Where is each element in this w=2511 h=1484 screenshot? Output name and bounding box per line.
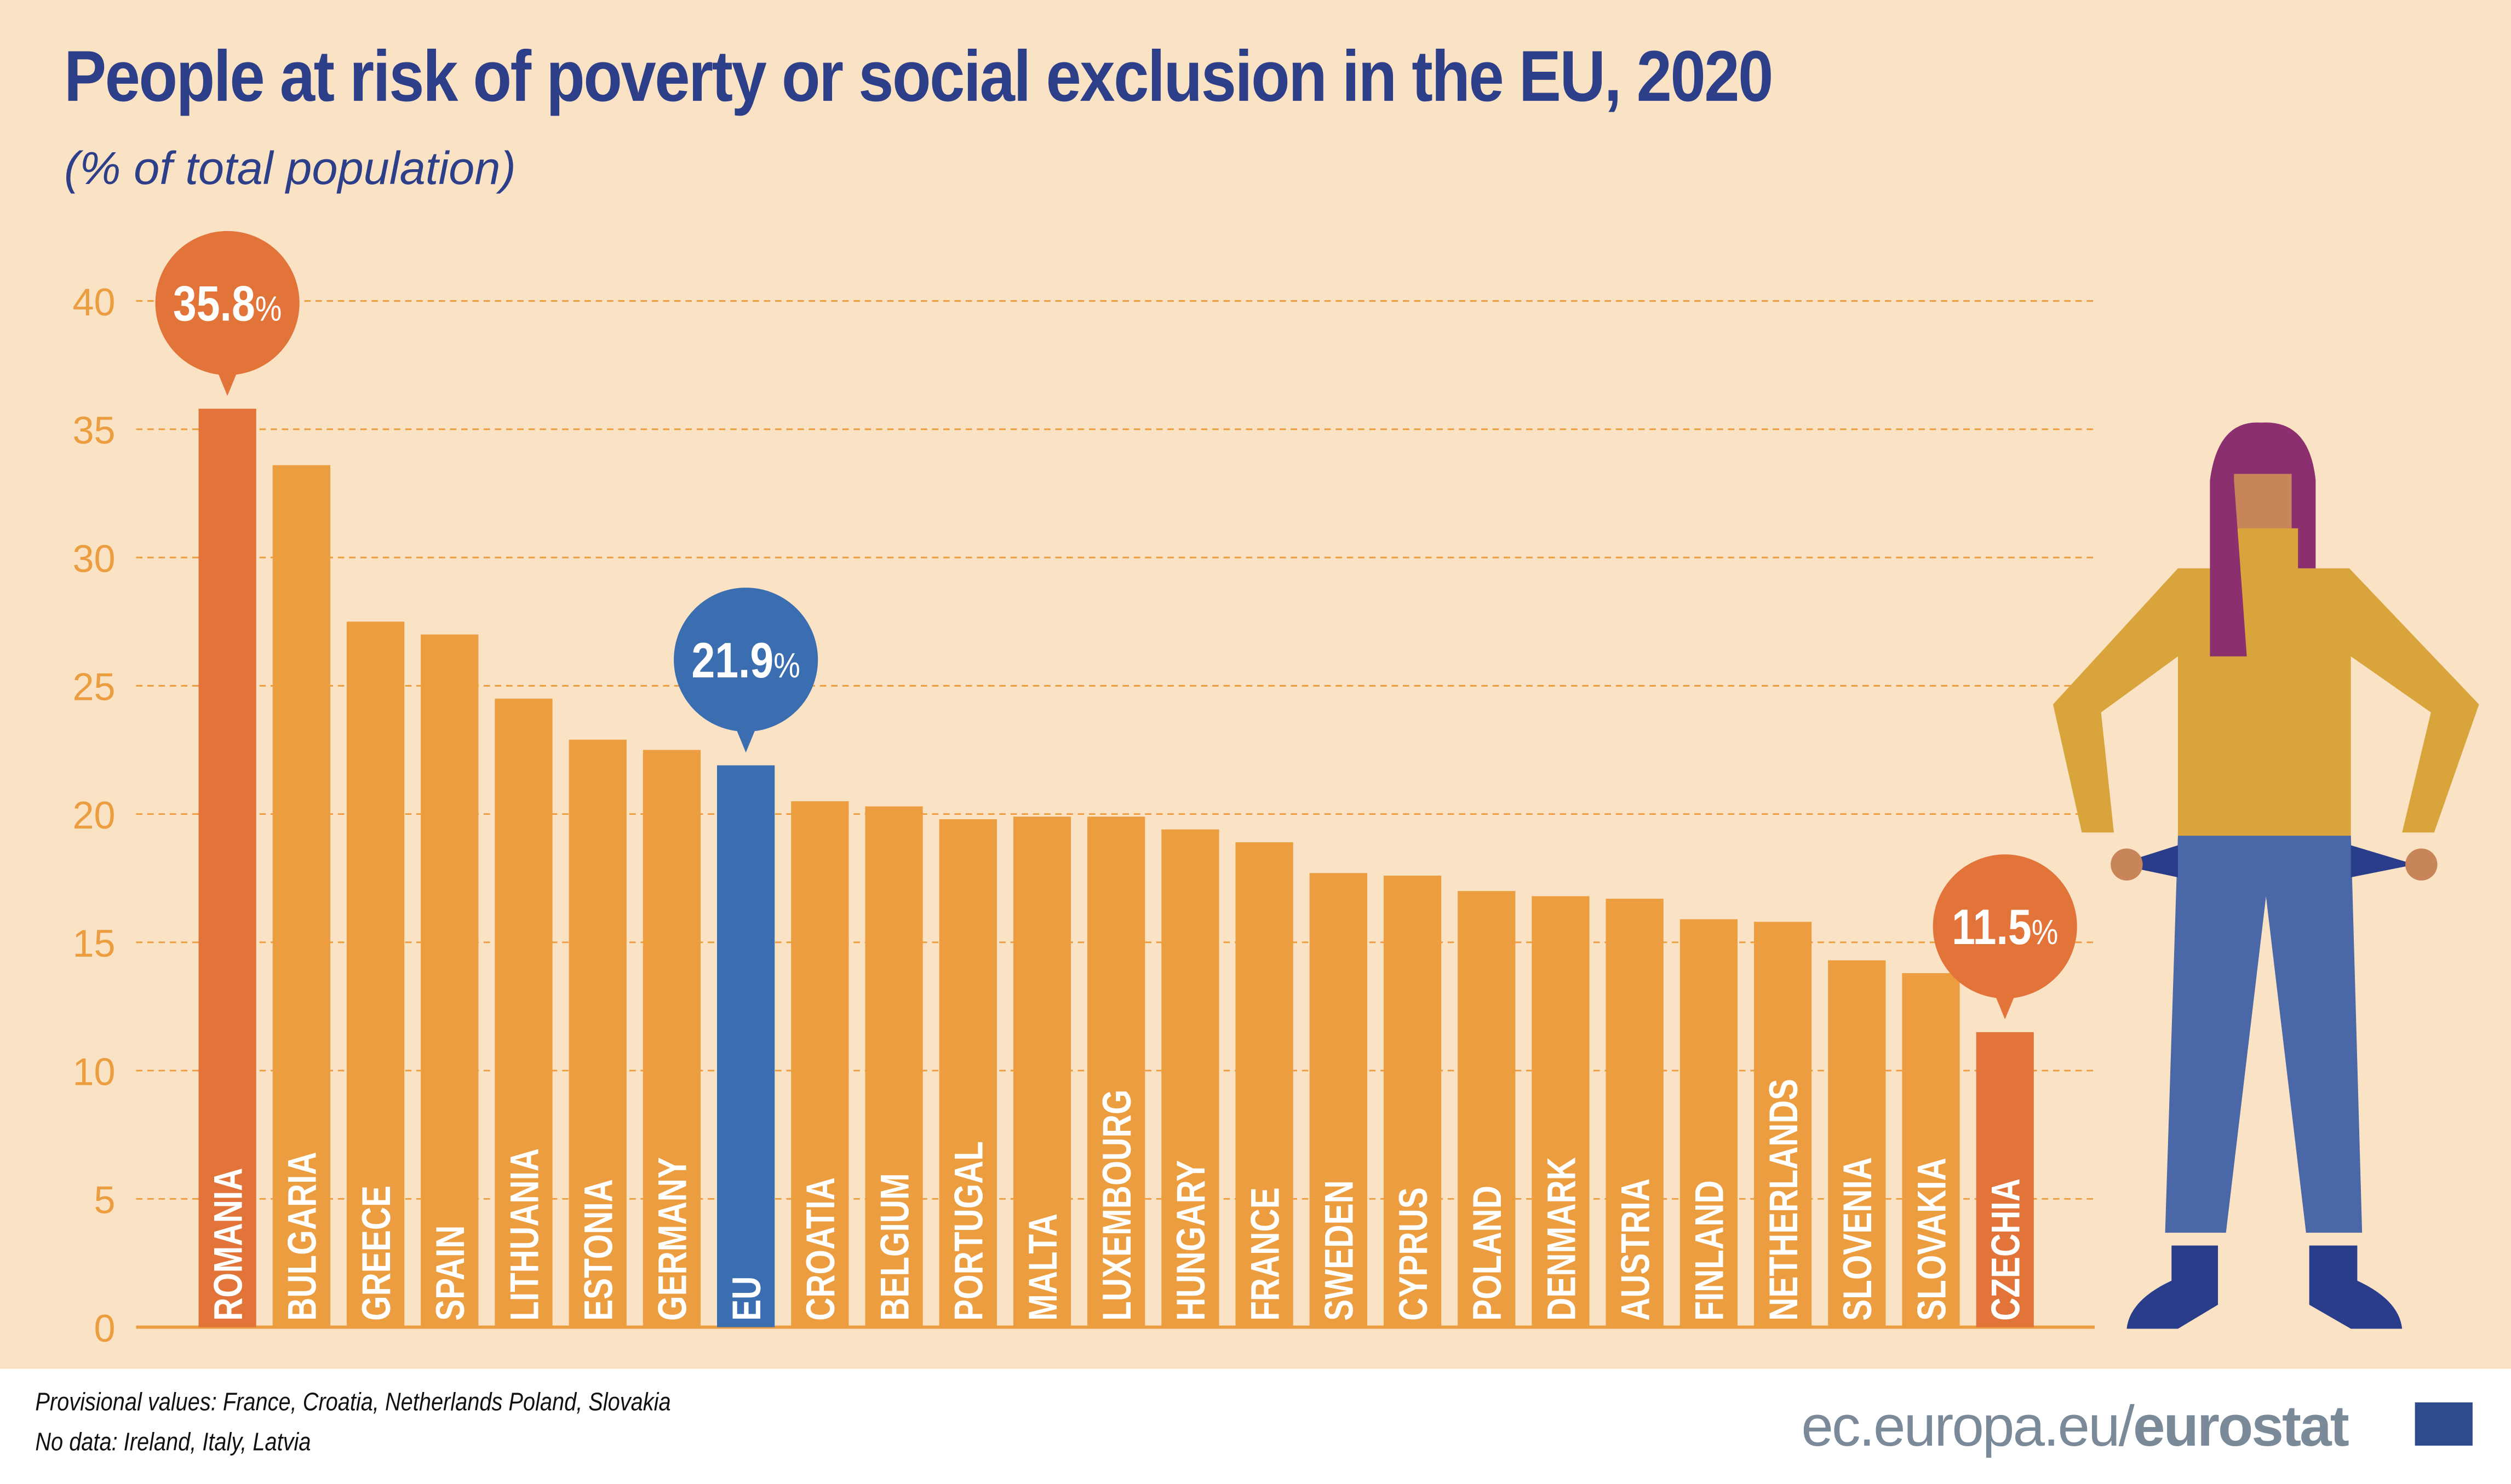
person-illustration <box>2053 422 2479 1329</box>
bar-finland <box>1679 919 1738 1327</box>
chart-subtitle: (% of total population) <box>64 144 516 195</box>
bar-label: ROMANIA <box>206 1168 251 1321</box>
bar-label: SLOVAKIA <box>1910 1158 1954 1321</box>
bar-croatia <box>791 801 849 1327</box>
bar-belgium <box>865 806 923 1327</box>
y-tick-label: 0 <box>94 1307 115 1350</box>
callout-pointer <box>1993 992 2016 1020</box>
y-tick-label: 25 <box>72 665 115 709</box>
bar-sweden <box>1309 873 1367 1327</box>
eurostat-link[interactable]: ec.europa.eu/eurostat <box>1801 1393 2411 1460</box>
callout-bubble <box>155 231 300 375</box>
bar-label: PORTUGAL <box>947 1141 991 1321</box>
callout-value: 35.8% <box>173 276 282 331</box>
bar-eu <box>716 765 775 1327</box>
bar-austria <box>1606 899 1664 1327</box>
bar-poland <box>1458 891 1516 1327</box>
bar-label: SPAIN <box>428 1226 473 1321</box>
brand-site: ec.europa.eu/ <box>1801 1393 2135 1459</box>
bar-label: ESTONIA <box>576 1179 621 1321</box>
bar-label: SLOVENIA <box>1836 1157 1881 1321</box>
bar-lithuania <box>495 698 553 1327</box>
eu-flag-icon <box>2415 1402 2473 1446</box>
bar-spain <box>421 634 479 1327</box>
y-tick-label: 15 <box>72 922 115 965</box>
bar-label: POLAND <box>1465 1186 1510 1321</box>
bar-label: EU <box>725 1276 770 1321</box>
bar-label: DENMARK <box>1539 1157 1584 1321</box>
bar-label: HUNGARY <box>1169 1160 1214 1320</box>
y-tick-label: 20 <box>72 793 115 837</box>
bar-hungary <box>1161 829 1219 1327</box>
bar-denmark <box>1532 896 1590 1327</box>
bar-cyprus <box>1383 876 1442 1327</box>
footnote-provisional: Provisional values: France, Croatia, Net… <box>35 1389 671 1417</box>
callout-value: 21.9% <box>691 632 800 688</box>
bar-label: FINLAND <box>1688 1180 1733 1321</box>
bar-label: BULGARIA <box>280 1152 325 1321</box>
brand-name: eurostat <box>2133 1393 2349 1459</box>
bar-label: CYPRUS <box>1391 1187 1436 1321</box>
footnote-no-data: No data: Ireland, Italy, Latvia <box>35 1429 311 1457</box>
y-tick-label: 35 <box>72 409 115 452</box>
bar-label: MALTA <box>1021 1213 1066 1321</box>
bar-estonia <box>569 739 627 1327</box>
bar-slovakia <box>1902 973 1960 1327</box>
bar-label: LUXEMBOURG <box>1095 1090 1140 1321</box>
y-tick-label: 10 <box>72 1050 115 1093</box>
bar-czechia <box>1976 1032 2034 1327</box>
bar-bulgaria <box>272 465 330 1327</box>
y-tick-label: 30 <box>72 537 115 580</box>
bar-france <box>1235 842 1293 1327</box>
bar-label: GREECE <box>354 1186 399 1321</box>
bar-label: CZECHIA <box>1983 1178 2028 1321</box>
bar-luxembourg <box>1087 816 1145 1327</box>
callout-pointer <box>216 369 239 396</box>
bar-label: GERMANY <box>651 1157 696 1321</box>
bar-malta <box>1013 816 1071 1327</box>
bar-slovenia <box>1828 960 1886 1327</box>
callout-value: 11.5% <box>1952 899 2058 954</box>
callout-bubble <box>674 588 818 732</box>
bar-label: CROATIA <box>799 1177 844 1321</box>
bar-label: FRANCE <box>1243 1187 1288 1321</box>
bar-label: LITHUANIA <box>502 1148 547 1321</box>
y-tick-label: 40 <box>72 280 115 324</box>
bar-chart: 0 5 10 15 20 25 30 35 40 ROMANIA BULGARIA GREECE SPA… <box>72 231 2479 1350</box>
bar-romania <box>198 409 256 1327</box>
bar-portugal <box>939 819 997 1327</box>
bar-netherlands <box>1753 922 1812 1327</box>
y-tick-label: 5 <box>94 1178 115 1222</box>
callout-pointer <box>735 725 758 753</box>
bar-label: AUSTRIA <box>1613 1178 1658 1321</box>
chart-title: People at risk of poverty or social excl… <box>64 35 1774 117</box>
bar-label: NETHERLANDS <box>1762 1079 1807 1321</box>
bar-label: BELGIUM <box>873 1173 918 1321</box>
bar-germany <box>643 750 701 1327</box>
bar-greece <box>346 622 405 1327</box>
bar-label: SWEDEN <box>1317 1180 1362 1321</box>
callout-bubble <box>1933 854 2077 999</box>
